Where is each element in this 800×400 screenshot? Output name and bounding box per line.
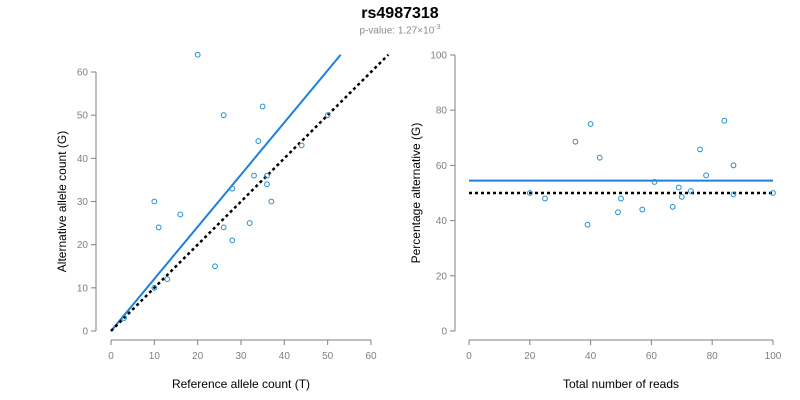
left-x-tick-label: 10 [149,351,161,362]
left-expected-line [110,53,390,332]
right-data-point [572,138,579,145]
left-scatter-panel: 0 10 20 30 40 50 60 0 10 20 30 40 50 60 Reference alle… [55,51,390,391]
right-data-point [618,195,624,202]
right-data-point [587,121,594,127]
left-y-tick-label: 30 [77,197,89,208]
right-data-point [730,191,737,198]
left-data-point [264,172,270,179]
left-x-axis-title: Reference allele count (T) [172,377,310,391]
left-x-tick-label: 60 [365,351,377,362]
right-data-point [542,195,548,202]
left-data-point [177,211,184,218]
left-data-point [212,263,218,270]
left-data-point [220,112,227,119]
left-y-tick-label: 0 [82,327,88,338]
left-data-point [229,185,236,192]
left-data-point [121,315,127,321]
right-x-tick-label: 100 [765,351,782,362]
left-data-point [151,198,158,205]
right-data-point [703,172,710,179]
left-y-tick-label: 50 [77,111,89,122]
right-data-point [596,154,603,161]
left-data-point [324,112,331,119]
right-data-point [669,203,676,210]
right-y-tick-label: 40 [436,216,448,227]
right-data-point [526,190,533,196]
right-data-point [770,190,776,196]
left-x-tick-label: 30 [235,351,247,362]
right-data-point [678,193,685,200]
left-y-tick-label: 60 [77,68,89,79]
left-y-tick-label: 40 [77,154,89,165]
left-data-point [268,198,275,205]
right-y-tick-label: 80 [436,106,448,117]
right-x-tick-label: 80 [707,351,719,362]
left-data-point [255,138,262,144]
left-data-point [259,103,266,110]
right-data-point [688,188,694,194]
right-data-point [697,146,703,153]
left-x-tick-label: 50 [322,351,334,362]
right-data-point [730,162,737,169]
left-data-point [220,224,227,231]
right-y-tick-label: 60 [436,161,448,172]
left-x-tick-label: 0 [108,351,114,362]
left-data-point [298,142,305,149]
p-value-exponent: -3 [434,24,441,31]
left-data-point [155,224,162,231]
right-data-point [651,179,658,185]
left-x-tick-label: 40 [279,351,291,362]
right-y-tick-label: 0 [441,327,447,338]
left-x-tick-label: 20 [192,351,204,362]
left-y-tick-label: 10 [77,283,89,294]
left-data-point [264,181,270,188]
left-data-point [246,220,253,226]
chart-title: rs4987318 [361,5,439,22]
left-data-point [194,51,201,58]
left-y-axis-title: Alternative allele count (G) [55,131,69,272]
right-y-tick-label: 100 [430,51,447,62]
left-data-point [164,276,171,283]
right-x-tick-label: 60 [646,351,658,362]
right-data-point [721,117,728,124]
left-data-point [151,284,158,291]
right-data-point [639,206,646,213]
right-x-tick-label: 20 [524,351,536,362]
right-x-axis-title: Total number of reads [563,377,679,391]
left-fit-line [110,54,342,332]
right-x-tick-label: 40 [585,351,597,362]
right-data-point [675,184,682,191]
right-y-tick-label: 20 [436,271,448,282]
left-data-point [251,172,257,179]
right-x-tick-label: 0 [466,351,472,362]
right-y-axis-title: Percentage alternative (G) [409,123,423,264]
right-data-point [615,209,621,216]
right-scatter-panel: 0 20 40 60 80 100 0 20 40 60 80 100 Total number of … [409,51,782,392]
right-data-point [584,221,591,228]
left-y-tick-label: 20 [77,240,89,251]
p-value-subtitle: p-value: 1.27×10-3 [0,24,800,36]
p-value-text: p-value: 1.27×10 [359,25,435,37]
left-data-point [229,237,236,244]
